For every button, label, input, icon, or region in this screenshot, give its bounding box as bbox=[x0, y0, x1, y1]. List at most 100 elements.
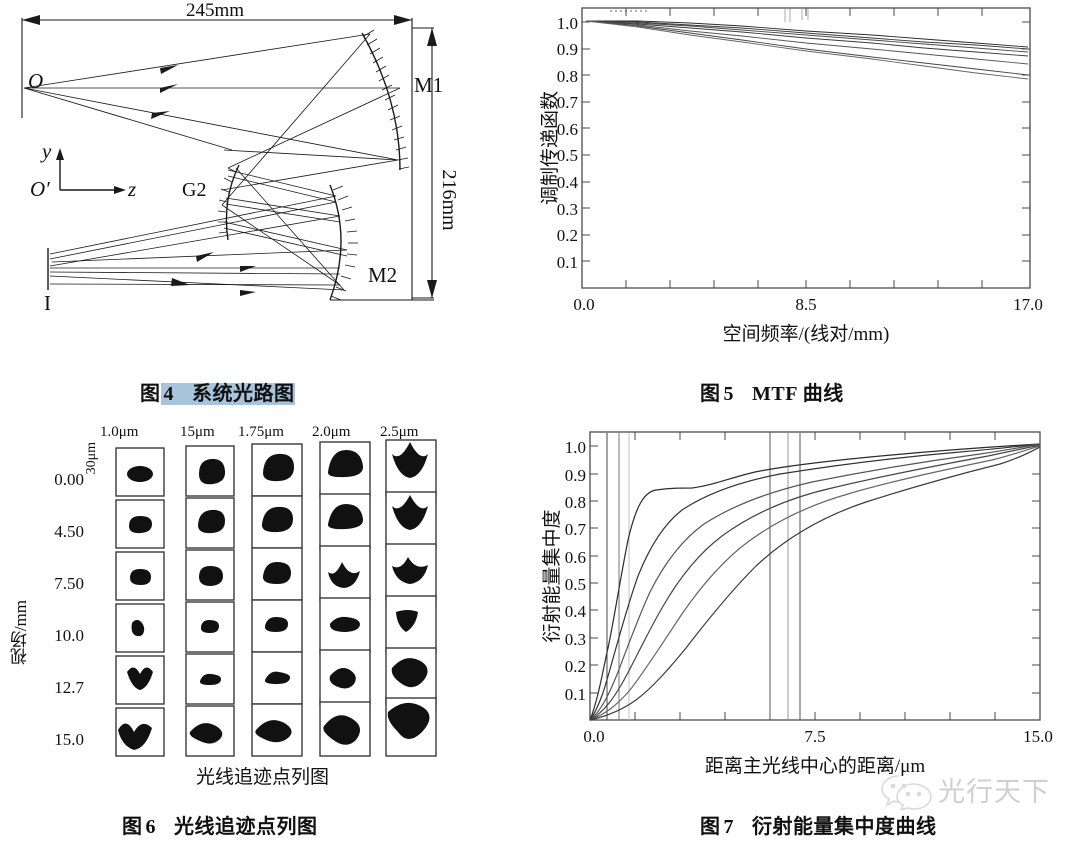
figure-5-mtf-chart: 1.0 0.9 0.8 0.7 0.6 0.5 0.4 0.3 0.2 0.1 … bbox=[539, 0, 1080, 360]
svg-text:7.5: 7.5 bbox=[804, 727, 825, 746]
spot-col-header-4: 2.5μm bbox=[380, 424, 419, 440]
label-mirror-M1: M1 bbox=[414, 73, 443, 97]
figure-4-label: 图 bbox=[140, 383, 161, 405]
figure-7-label: 图 bbox=[700, 816, 721, 838]
figure-4-optical-layout: 245mm O O′ y z G2 M1 M2 I 216mm bbox=[0, 0, 540, 360]
svg-text:0.9: 0.9 bbox=[565, 466, 586, 485]
label-axis-y: y bbox=[40, 139, 52, 163]
figure-7-number: 7 bbox=[723, 816, 734, 838]
figure-7-title: 衍射能量集中度曲线 bbox=[752, 816, 937, 838]
spot-blob bbox=[189, 723, 223, 744]
spot-blob bbox=[264, 617, 288, 632]
ee-plot-frame bbox=[589, 431, 1041, 721]
label-origin-O-prime: O′ bbox=[30, 177, 50, 201]
spot-row-label-0: 0.00 bbox=[54, 470, 84, 489]
figure-4-caption: 图 4 系统光路图 bbox=[140, 377, 295, 406]
figure-6-spot-diagram: 1.0μm 15μm 1.75μm 2.0μm 2.5μm 0.00 4.50 … bbox=[0, 420, 540, 800]
svg-text:0.0: 0.0 bbox=[583, 727, 604, 746]
label-object-O: O bbox=[28, 69, 43, 93]
svg-text:8.5: 8.5 bbox=[795, 295, 816, 314]
spot-blob bbox=[129, 516, 152, 534]
mtf-x-ticks bbox=[625, 8, 983, 288]
mtf-y-axis-title: 调制传递函数 bbox=[540, 91, 561, 205]
svg-text:0.5: 0.5 bbox=[557, 146, 578, 165]
spot-blob bbox=[391, 658, 428, 688]
spot-blob bbox=[200, 620, 219, 633]
spot-col-header-1: 15μm bbox=[180, 424, 215, 440]
label-mirror-M2: M2 bbox=[368, 263, 397, 287]
svg-text:0.4: 0.4 bbox=[557, 173, 579, 192]
svg-text:0.1: 0.1 bbox=[557, 253, 578, 272]
spot-blob bbox=[262, 562, 291, 584]
spot-col-header-3: 2.0μm bbox=[312, 424, 351, 440]
svg-text:0.1: 0.1 bbox=[565, 685, 586, 704]
mtf-curves bbox=[585, 20, 1029, 80]
figure-6-caption: 图 6 光线追迹点列图 bbox=[122, 810, 318, 839]
spot-blob bbox=[387, 702, 430, 739]
optical-layout-svg: 245mm O O′ y z G2 M1 M2 I 216mm bbox=[21, 0, 460, 315]
mtf-chart-svg: 1.0 0.9 0.8 0.7 0.6 0.5 0.4 0.3 0.2 0.1 … bbox=[539, 7, 1043, 345]
spot-blob bbox=[327, 450, 364, 478]
ee-x-tick-labels: 0.0 7.5 15.0 bbox=[583, 727, 1053, 746]
mtf-x-tick-labels: 0.0 8.5 17.0 bbox=[573, 295, 1043, 314]
spot-col-header-0: 1.0μm bbox=[100, 424, 139, 440]
svg-text:0.8: 0.8 bbox=[565, 493, 586, 512]
svg-text:0.7: 0.7 bbox=[557, 93, 579, 112]
spot-blob bbox=[261, 506, 293, 533]
mtf-x-axis-title: 空间频率/(线对/mm) bbox=[723, 323, 890, 345]
svg-text:0.5: 0.5 bbox=[565, 575, 586, 594]
svg-text:1.0: 1.0 bbox=[565, 438, 586, 457]
svg-text:0.7: 0.7 bbox=[565, 520, 587, 539]
ee-y-tick-labels: 1.0 0.9 0.8 0.7 0.6 0.5 0.4 0.3 0.2 0.1 bbox=[565, 438, 587, 704]
spot-diagram-inner-title: 光线追迹点列图 bbox=[196, 767, 330, 788]
ee-curves bbox=[589, 443, 1041, 721]
figure-5-number: 5 bbox=[723, 383, 734, 405]
svg-text:0.4: 0.4 bbox=[565, 602, 587, 621]
figure-6-label: 图 bbox=[122, 816, 143, 838]
spot-blob bbox=[131, 619, 145, 637]
ee-reference-lines bbox=[606, 433, 801, 720]
spot-blob bbox=[127, 667, 153, 690]
mtf-plot-frame bbox=[581, 7, 1031, 289]
spot-blob bbox=[264, 671, 291, 684]
svg-text:0.0: 0.0 bbox=[573, 295, 594, 314]
svg-text:17.0: 17.0 bbox=[1013, 295, 1043, 314]
spot-blob bbox=[130, 569, 151, 585]
svg-text:0.3: 0.3 bbox=[565, 630, 586, 649]
figure-5-label: 图 bbox=[700, 383, 721, 405]
svg-text:0.2: 0.2 bbox=[557, 226, 578, 245]
spot-blob bbox=[199, 673, 221, 685]
encircled-energy-svg: 1.0 0.9 0.8 0.7 0.6 0.5 0.4 0.3 0.2 0.1 … bbox=[541, 431, 1053, 777]
label-image-plane-I: I bbox=[44, 291, 51, 315]
figure-5-title: MTF 曲线 bbox=[752, 383, 844, 405]
dimension-245mm: 245mm bbox=[186, 0, 244, 21]
spot-blob bbox=[263, 453, 294, 482]
svg-text:0.6: 0.6 bbox=[557, 120, 578, 139]
spot-row-label-5: 15.0 bbox=[54, 730, 84, 749]
spot-blob bbox=[255, 720, 292, 743]
spot-row-label-2: 7.50 bbox=[54, 574, 84, 593]
figure-7-encircled-energy-chart: 1.0 0.9 0.8 0.7 0.6 0.5 0.4 0.3 0.2 0.1 … bbox=[540, 420, 1080, 800]
figure-7-caption: 图 7 衍射能量集中度曲线 bbox=[700, 810, 937, 839]
mtf-y-ticks bbox=[582, 21, 1030, 289]
figure-4-title: 系统光路图 bbox=[192, 383, 295, 405]
spot-row-label-3: 10.0 bbox=[54, 626, 84, 645]
spot-blob bbox=[328, 562, 360, 588]
spot-blob bbox=[396, 610, 418, 632]
svg-text:0.6: 0.6 bbox=[565, 548, 586, 567]
spot-blob bbox=[329, 616, 360, 632]
dimension-216mm: 216mm bbox=[438, 169, 460, 231]
svg-text:15.0: 15.0 bbox=[1023, 727, 1053, 746]
figure-5-caption: 图 5 MTF 曲线 bbox=[700, 377, 844, 406]
spot-blob bbox=[392, 495, 428, 530]
spot-blob bbox=[392, 557, 428, 584]
spot-blob bbox=[127, 466, 153, 482]
svg-text:0.8: 0.8 bbox=[557, 67, 578, 86]
spot-blob bbox=[199, 458, 226, 485]
ee-y-axis-title: 衍射能量集中度 bbox=[541, 509, 563, 642]
spot-col-header-2: 1.75μm bbox=[238, 424, 284, 440]
spot-diagram-svg bbox=[115, 439, 437, 757]
spot-blob bbox=[392, 442, 428, 478]
spot-blob bbox=[329, 668, 356, 689]
spot-blob bbox=[199, 566, 223, 586]
